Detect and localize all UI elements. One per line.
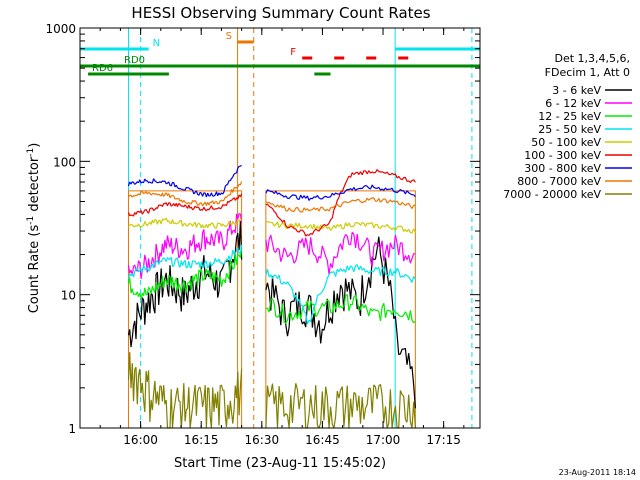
x-tick-label-2: 16:30 xyxy=(245,433,280,447)
series-line-4-seg-1 xyxy=(265,220,416,234)
series-line-6-seg-0 xyxy=(127,164,242,198)
x-tick-label-1: 16:15 xyxy=(184,433,219,447)
x-tick-label-5: 17:15 xyxy=(426,433,461,447)
legend-label-6: 300 - 800 keV xyxy=(524,162,601,175)
plot-area: N S F RD0 RD6 xyxy=(80,28,480,429)
x-tick-label-3: 16:45 xyxy=(305,433,340,447)
y-tick-label-0: 1 xyxy=(68,422,76,436)
flag-label-s: S xyxy=(226,31,232,42)
y-tick-label-3: 1000 xyxy=(45,22,76,36)
flag-label-rd0: RD0 xyxy=(124,55,145,66)
y-axis-label: Count Rate (s-1 detector-1) xyxy=(26,143,42,314)
series-line-0-seg-0 xyxy=(127,221,243,348)
legend-header-1: FDecim 1, Att 0 xyxy=(545,66,630,79)
series-line-1-seg-0 xyxy=(127,213,243,279)
legend-label-3: 25 - 50 keV xyxy=(538,123,601,136)
legend: Det 1,3,4,5,6,FDecim 1, Att 0 3 - 6 keV6 … xyxy=(503,52,632,201)
legend-label-0: 3 - 6 keV xyxy=(552,84,601,97)
series-line-8-seg-0 xyxy=(127,352,243,429)
legend-label-1: 6 - 12 keV xyxy=(545,97,601,110)
flag-label-n: N xyxy=(153,38,160,49)
x-tick-label-0: 16:00 xyxy=(123,433,158,447)
series-line-5-seg-0 xyxy=(127,193,243,217)
segment-envelope-0 xyxy=(127,190,243,428)
series-line-3-seg-0 xyxy=(127,244,243,280)
series-line-2-seg-0 xyxy=(127,248,243,299)
y-tick-label-2: 100 xyxy=(53,155,76,169)
series-line-3-seg-1 xyxy=(265,264,416,325)
chart-title: HESSI Observing Summary Count Rates xyxy=(131,4,430,22)
series-line-7-seg-0 xyxy=(128,181,243,207)
legend-label-7: 800 - 7000 keV xyxy=(517,175,601,188)
series-line-7-seg-1 xyxy=(265,197,416,213)
legend-label-8: 7000 - 20000 keV xyxy=(503,188,601,201)
flag-label-rd6: RD6 xyxy=(92,63,113,74)
series-line-1-seg-1 xyxy=(265,231,416,275)
legend-label-5: 100 - 300 keV xyxy=(524,149,601,162)
segment-envelope-1 xyxy=(265,190,416,428)
flag-label-f: F xyxy=(290,47,296,58)
timestamp: 23-Aug-2011 18:14 xyxy=(559,468,636,477)
x-tick-label-4: 17:00 xyxy=(366,433,401,447)
legend-label-4: 50 - 100 keV xyxy=(531,136,601,149)
legend-label-2: 12 - 25 keV xyxy=(538,110,601,123)
series-line-5-seg-1 xyxy=(265,169,416,237)
y-axis-ticks: 1 10 100 1000 xyxy=(45,22,480,436)
x-axis-label: Start Time (23-Aug-11 15:45:02) xyxy=(174,456,386,471)
series-line-6-seg-1 xyxy=(265,184,416,201)
y-tick-label-1: 10 xyxy=(61,289,76,303)
series-line-4-seg-0 xyxy=(127,217,243,229)
series-line-2-seg-1 xyxy=(265,294,416,324)
series-line-8-seg-1 xyxy=(265,383,416,429)
legend-header-0: Det 1,3,4,5,6, xyxy=(554,52,630,65)
series-line-0-seg-1 xyxy=(265,236,416,409)
x-axis-ticks: 16:00 16:15 16:30 16:45 17:00 17:15 xyxy=(99,28,465,447)
plot-frame xyxy=(79,27,481,429)
